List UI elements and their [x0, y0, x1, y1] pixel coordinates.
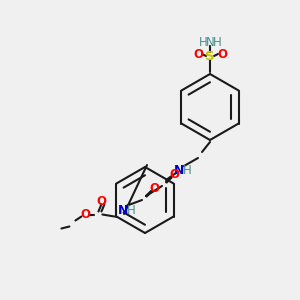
Text: S: S	[205, 50, 215, 62]
Text: O: O	[96, 195, 106, 208]
Text: O: O	[193, 47, 203, 61]
Text: N: N	[174, 164, 184, 176]
Text: H: H	[199, 35, 207, 49]
Text: N: N	[118, 203, 128, 217]
Text: H: H	[183, 164, 191, 176]
Text: H: H	[213, 35, 221, 49]
Text: O: O	[169, 167, 179, 181]
Text: H: H	[127, 203, 135, 217]
Text: O: O	[217, 47, 227, 61]
Text: N: N	[206, 35, 214, 49]
Text: O: O	[80, 208, 90, 221]
Text: O: O	[149, 182, 159, 194]
